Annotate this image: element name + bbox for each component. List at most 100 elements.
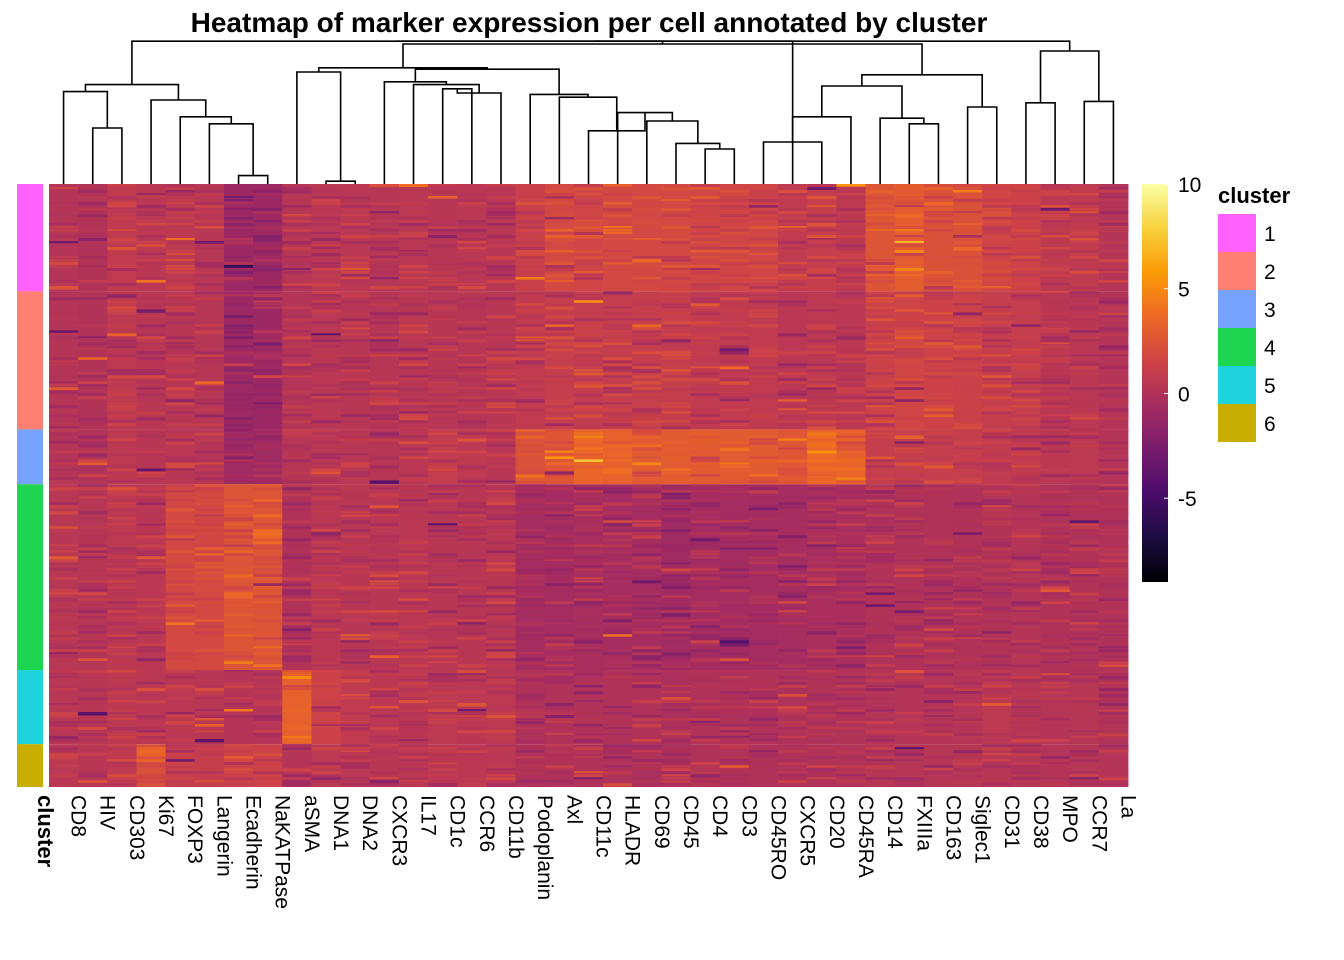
heatmap-cell [253,744,283,787]
heatmap-stripe [719,462,750,465]
heatmap-stripe [1098,574,1129,577]
heatmap-stripe [515,541,546,544]
heatmap-stripe [136,535,167,539]
heatmap-stripe [894,502,925,505]
annotation-cluster-5 [17,670,43,745]
heatmap-stripe [223,535,254,539]
heatmap-stripe [573,453,604,456]
heatmap-stripe [165,616,196,619]
heatmap-stripe [748,324,779,328]
heatmap-stripe [719,541,750,544]
heatmap-stripe [573,318,604,322]
heatmap-stripe [1069,286,1100,289]
heatmap-stripe [486,480,516,483]
heatmap-stripe [865,348,896,351]
heatmap-stripe [223,327,254,330]
heatmap-stripe [486,628,516,631]
heatmap-stripe [661,777,691,780]
heatmap-stripe [1069,238,1100,241]
heatmap-stripe [1040,327,1071,331]
heatmap-stripe [632,468,662,472]
heatmap-stripe [428,432,458,435]
heatmap-stripe [398,739,429,742]
heatmap-stripe [807,223,837,227]
heatmap-stripe [340,265,371,269]
heatmap-stripe [515,441,546,445]
heatmap-stripe [165,592,196,596]
heatmap-stripe [194,250,225,253]
heatmap-stripe [49,759,79,763]
heatmap-stripe [632,417,662,421]
heatmap-stripe [311,553,342,556]
heatmap-stripe [632,664,662,667]
heatmap-stripe [836,399,866,403]
heatmap-stripe [223,450,254,454]
heatmap-stripe [778,244,808,247]
heatmap-stripe [282,601,312,604]
heatmap-stripe [515,712,546,715]
heatmap-stripe [223,399,254,402]
heatmap-stripe [253,336,283,340]
heatmap-stripe [1098,384,1129,387]
heatmap-stripe [632,474,662,477]
heatmap-stripe [311,333,342,336]
heatmap-stripe [1069,291,1100,294]
heatmap-stripe [486,411,516,414]
heatmap-stripe [1011,253,1041,255]
heatmap-stripe [1069,532,1100,535]
heatmap-stripe [836,390,866,394]
heatmap-stripe [544,291,575,294]
heatmap-stripe [982,739,1012,741]
heatmap-stripe [894,336,925,340]
heatmap-stripe [603,526,633,529]
heatmap-stripe [165,208,196,212]
heatmap-stripe [1011,721,1041,724]
heatmap-stripe [603,196,633,199]
heatmap-stripe [398,327,429,330]
heatmap-stripe [544,441,575,444]
heatmap-stripe [78,744,108,747]
heatmap-stripe [457,229,487,233]
heatmap-stripe [778,423,808,427]
heatmap-stripe [836,277,866,280]
heatmap-stripe [107,628,137,632]
heatmap-stripe [49,739,79,742]
heatmap-stripe [1069,571,1100,575]
heatmap-stripe [49,408,79,412]
heatmap-stripe [282,616,312,620]
heatmap-stripe [865,420,896,423]
heatmap-stripe [398,562,429,565]
heatmap-stripe [49,559,79,563]
heatmap-stripe [632,544,662,548]
heatmap-stripe [223,574,254,578]
heatmap-stripe [223,223,254,226]
heatmap-stripe [1069,339,1100,342]
heatmap-stripe [1040,265,1071,269]
heatmap-stripe [428,514,458,518]
heatmap-stripe [515,477,546,482]
heatmap-stripe [807,363,837,367]
heatmap-stripe [253,250,283,254]
heatmap-stripe [107,309,137,312]
heatmap-stripe [253,339,283,343]
heatmap-stripe [428,369,458,373]
heatmap-stripe [603,598,633,602]
heatmap-stripe [165,339,196,342]
heatmap-stripe [486,610,516,613]
heatmap-stripe [49,450,79,454]
heatmap-stripe [719,205,750,209]
heatmap-stripe [340,414,371,417]
heatmap-stripe [1098,241,1129,244]
heatmap-stripe [690,381,721,384]
heatmap-stripe [923,649,954,653]
heatmap-stripe [253,438,283,441]
heatmap-stripe [253,348,283,352]
heatmap-stripe [1098,414,1129,418]
heatmap-stripe [282,768,312,772]
heatmap-stripe [807,268,837,272]
heatmap-stripe [223,514,254,517]
heatmap-stripe [78,496,108,499]
heatmap-stripe [1011,753,1041,756]
heatmap-stripe [748,774,779,778]
heatmap-stripe [369,235,400,238]
